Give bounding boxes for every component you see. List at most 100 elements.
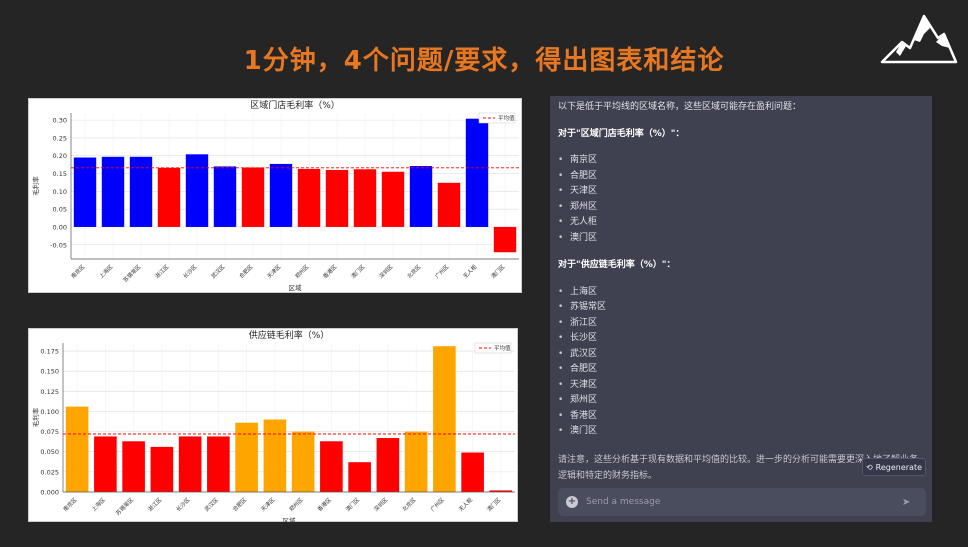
x-tick-label: 天津区 xyxy=(266,263,283,280)
bar xyxy=(489,490,513,492)
bar xyxy=(65,406,89,492)
y-tick-label: 0.25 xyxy=(53,134,67,142)
y-tick-label: 0.20 xyxy=(53,152,67,160)
send-icon[interactable]: ➤ xyxy=(902,496,911,508)
list-item: 郑州区 xyxy=(558,393,926,409)
list-item: 无人柜 xyxy=(558,215,926,231)
bar xyxy=(213,166,237,227)
list-item: 长沙区 xyxy=(558,331,926,347)
y-tick-label: 0.000 xyxy=(40,489,59,497)
y-tick-label: 0.075 xyxy=(40,428,59,436)
y-tick-label: 0.050 xyxy=(40,448,59,456)
store-margin-chart: 区域门店毛利率（%） 0.30 0.25 0.20 0.15 0.10 0.05 0.00 -0… xyxy=(28,98,522,293)
refresh-icon: ⟲ xyxy=(865,462,873,472)
bar xyxy=(461,452,484,492)
x-tick-label: 深圳区 xyxy=(372,495,390,513)
y-tick-label: 0.175 xyxy=(40,348,59,356)
x-tick-label: 郑州区 xyxy=(287,495,305,513)
x-tick-label: 天津区 xyxy=(260,496,277,513)
bar xyxy=(465,118,489,227)
mountain-logo-icon xyxy=(880,14,958,64)
legend-label: 平均值 xyxy=(494,344,511,352)
regenerate-label: Regenerate xyxy=(875,462,923,472)
x-tick-label: 深圳区 xyxy=(377,262,395,280)
section2-title: 对于"供应链毛利率（%）"： xyxy=(558,260,676,270)
bar xyxy=(348,462,371,492)
x-tick-label: 武汉区 xyxy=(202,495,220,513)
bar xyxy=(381,171,405,227)
x-tick-label: 苏锡常区 xyxy=(114,495,136,517)
x-tick-label: 北京区 xyxy=(400,495,418,513)
bar xyxy=(122,441,145,492)
legend-box xyxy=(478,112,516,124)
y-tick-label: 0.125 xyxy=(40,388,59,396)
list-item: 合肥区 xyxy=(558,169,926,185)
x-tick-label: 长沙区 xyxy=(181,262,199,280)
y-tick-label: 0.15 xyxy=(53,170,67,178)
x-tick-label: 香港区 xyxy=(315,495,333,513)
list-item: 苏锡常区 xyxy=(558,300,926,316)
y-tick-label: 0.150 xyxy=(40,368,59,376)
y-axis-label: 毛利率 xyxy=(31,407,40,427)
x-tick-label: 浙江区 xyxy=(146,495,164,513)
x-tick-label: 上海区 xyxy=(89,495,107,513)
x-tick-label: 澳门区 xyxy=(344,495,362,513)
chart-title: 区域门店毛利率（%） xyxy=(250,99,340,111)
y-tick-label: 0.05 xyxy=(53,206,67,214)
y-tick-label: 0.10 xyxy=(53,188,67,196)
x-tick-label: 合肥区 xyxy=(237,262,255,280)
y-tick-label: 0.00 xyxy=(53,223,67,231)
y-axis-label: 毛利率 xyxy=(31,176,40,196)
x-axis-label: 区域 xyxy=(283,516,297,523)
list-item: 合肥区 xyxy=(558,362,926,378)
bar xyxy=(185,154,209,227)
bar xyxy=(73,157,97,227)
plus-icon[interactable]: + xyxy=(566,496,578,508)
section2-list: 上海区 苏锡常区 浙江区 长沙区 武汉区 合肥区 天津区 郑州区 香港区 澳门区 xyxy=(558,285,926,440)
x-tick-label: 郑州区 xyxy=(293,262,311,280)
supply-chain-margin-chart-svg: 供应链毛利率（%） 0.175 0.150 0.125 0.100 0.075 0.050 0… xyxy=(31,329,515,523)
bar xyxy=(178,436,202,492)
bar xyxy=(325,169,349,227)
list-item: 浙江区 xyxy=(558,316,926,332)
message-intro: 以下是低于平均线的区域名称，这些区域可能存在盈利问题： xyxy=(558,102,802,112)
y-tick-label: -0.05 xyxy=(50,241,67,249)
bar xyxy=(437,182,461,227)
y-tick-label: 0.100 xyxy=(40,408,59,416)
x-tick-label: 无人柜 xyxy=(461,262,479,280)
bar xyxy=(129,156,153,227)
bar xyxy=(101,156,125,227)
bar xyxy=(150,446,174,492)
x-tick-label: 澳门区 xyxy=(349,262,367,280)
legend-label: 平均值 xyxy=(498,114,515,122)
x-tick-label: 上海区 xyxy=(97,262,115,280)
y-tick-label: 0.025 xyxy=(40,468,59,476)
bar xyxy=(353,169,377,227)
list-item: 澳门区 xyxy=(558,424,926,440)
list-item: 武汉区 xyxy=(558,347,926,363)
list-item: 天津区 xyxy=(558,378,926,394)
bar xyxy=(404,431,428,492)
x-tick-label: 澳门区 xyxy=(485,495,503,513)
bar xyxy=(241,167,265,227)
x-tick-label: 广州区 xyxy=(428,495,446,513)
x-tick-label: 无人柜 xyxy=(457,495,475,513)
bar xyxy=(157,167,181,227)
y-tick-label: 0.30 xyxy=(53,117,67,125)
list-item: 上海区 xyxy=(558,285,926,301)
bar xyxy=(320,441,343,492)
bar xyxy=(94,436,117,492)
message-input[interactable] xyxy=(586,497,902,507)
bar xyxy=(291,431,315,492)
bar xyxy=(433,346,456,492)
x-tick-label: 苏锡常区 xyxy=(121,262,143,284)
section1-title: 对于"区域门店毛利率（%）"： xyxy=(558,128,685,139)
supply-chain-margin-chart: 供应链毛利率（%） 0.175 0.150 0.125 0.100 0.075 0.050 0… xyxy=(28,328,518,523)
x-tick-label: 合肥区 xyxy=(231,495,249,513)
assistant-message: 以下是低于平均线的区域名称，这些区域可能存在盈利问题： 对于"区域门店毛利率（%… xyxy=(558,100,926,495)
bar xyxy=(376,438,400,492)
list-item: 郑州区 xyxy=(558,200,926,216)
list-item: 南京区 xyxy=(558,153,926,169)
bar xyxy=(263,419,287,492)
regenerate-button[interactable]: ⟲ Regenerate xyxy=(862,458,926,476)
